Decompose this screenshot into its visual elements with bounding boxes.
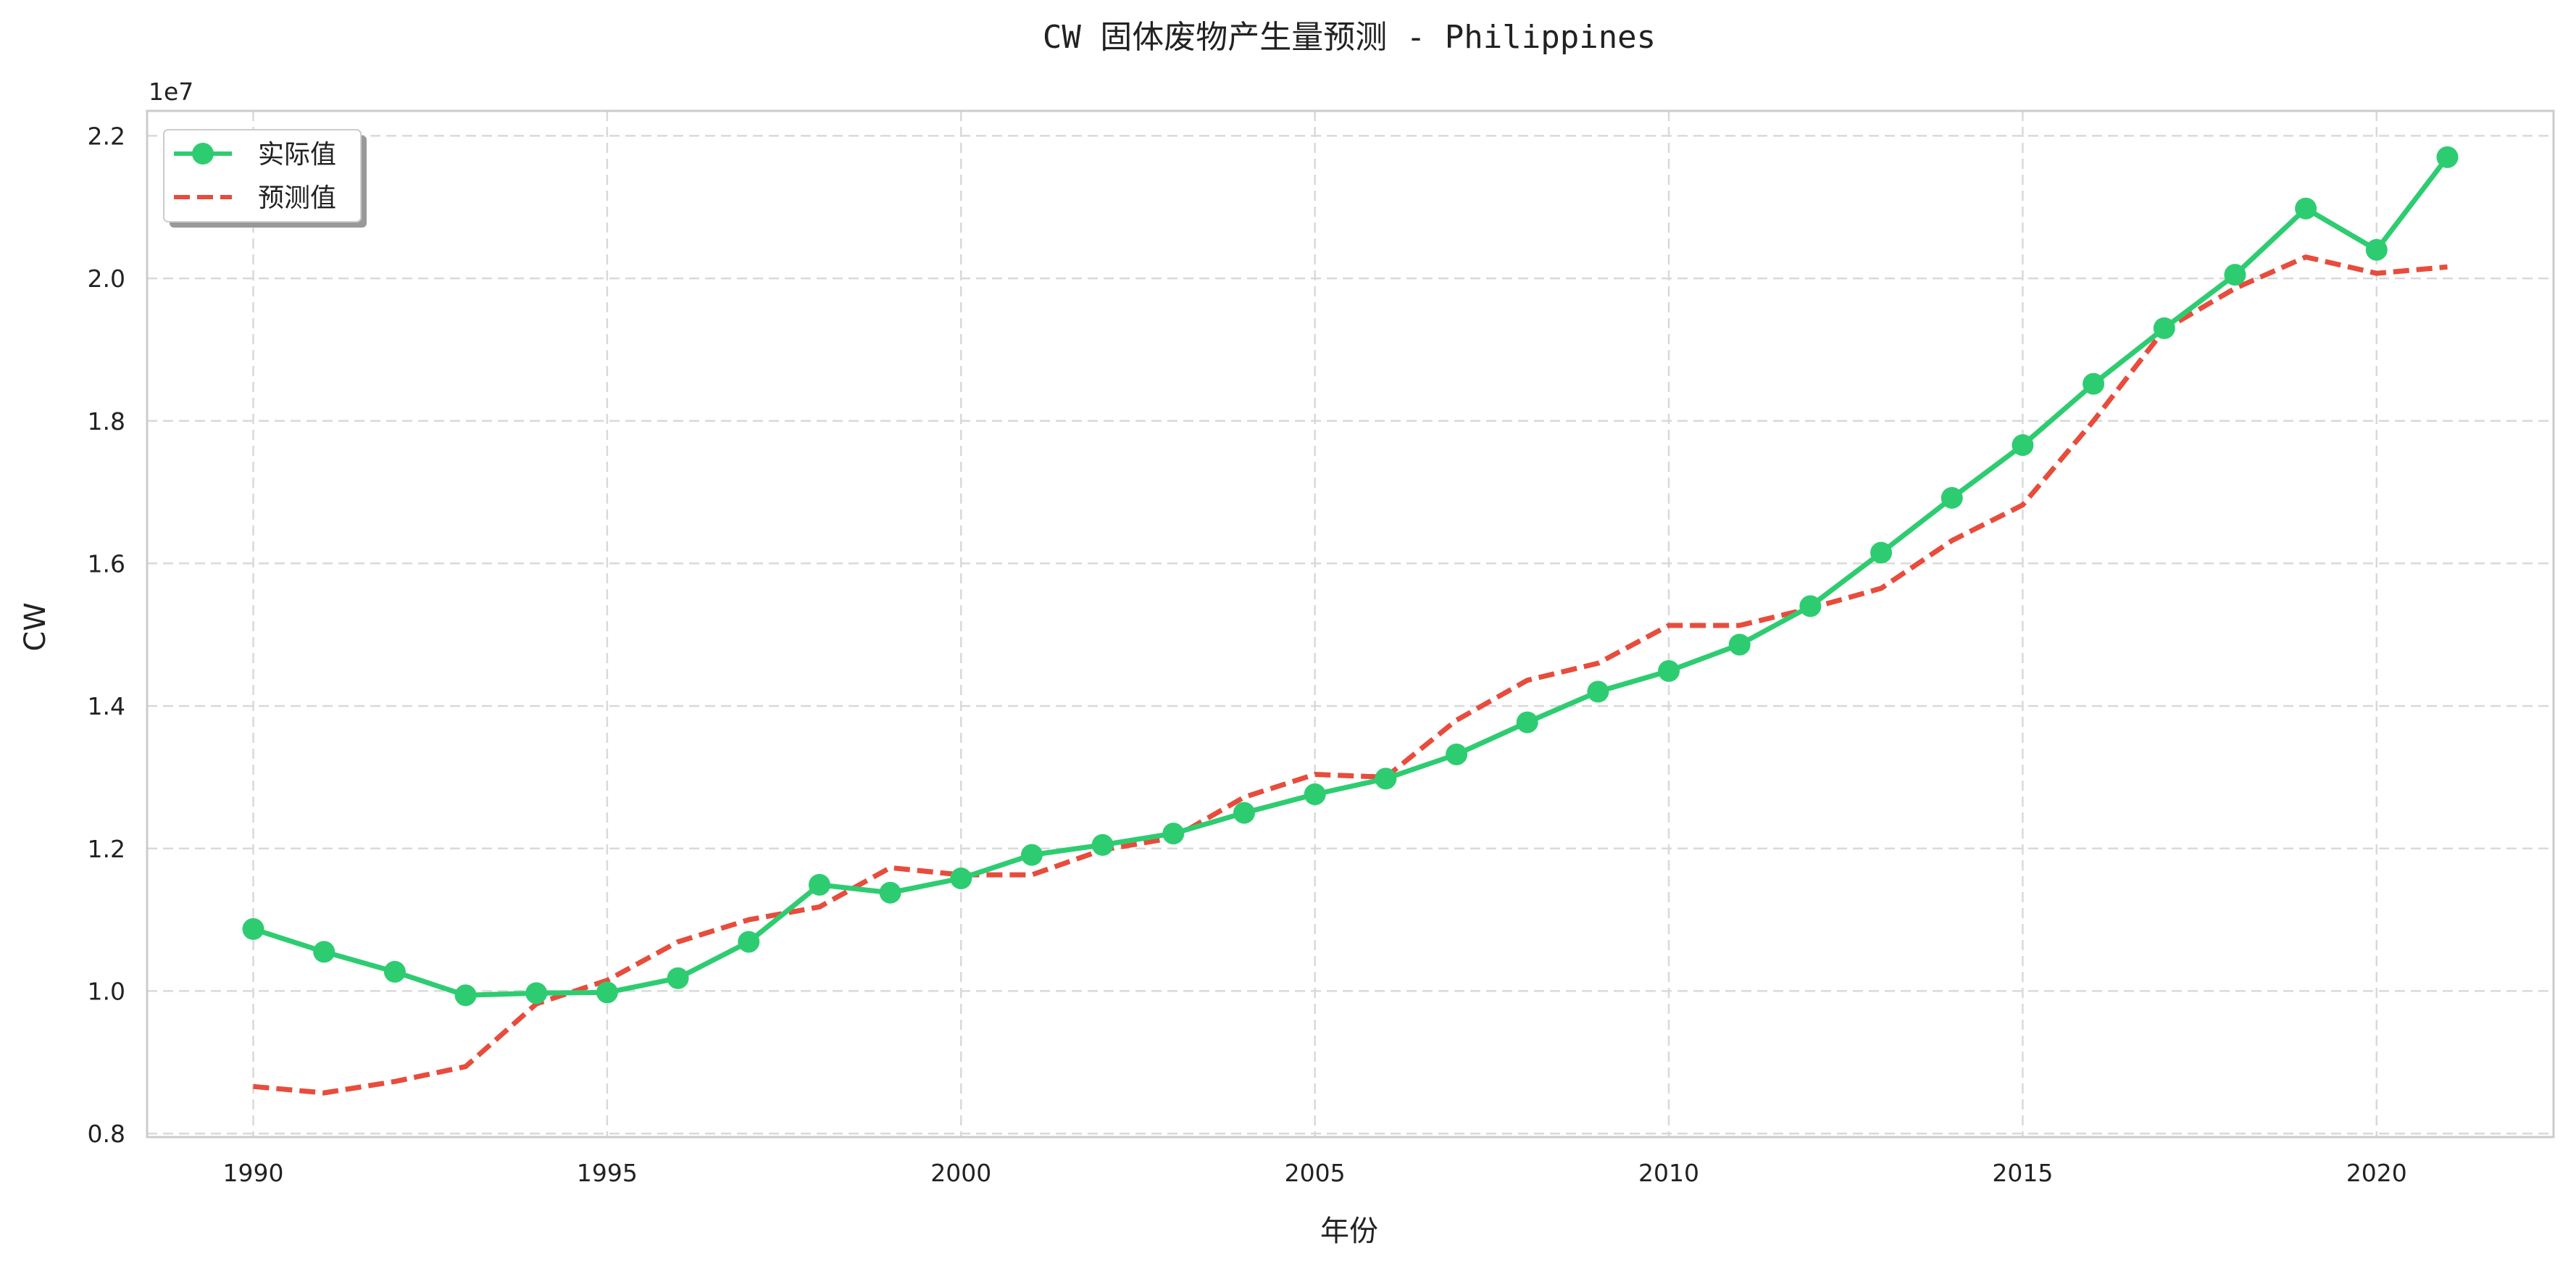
data-point-actual	[243, 918, 264, 940]
chart-title: CW 固体废物产生量预测 - Philippines	[1043, 19, 1656, 56]
x-tick-label: 1995	[577, 1159, 638, 1187]
y-tick-label: 2.0	[88, 265, 125, 293]
x-axis-label: 年份	[1320, 1215, 1378, 1248]
x-tick-label: 2010	[1638, 1159, 1699, 1187]
y-tick-label: 1.4	[88, 692, 125, 720]
y-tick-label: 1.6	[88, 549, 125, 578]
x-tick-label: 2005	[1285, 1159, 1346, 1187]
data-point-actual	[1162, 823, 1184, 844]
grid	[147, 111, 2554, 1137]
x-tick-label: 2020	[2346, 1159, 2407, 1187]
data-point-actual	[313, 941, 335, 962]
data-point-actual	[667, 968, 689, 989]
y-tick-label: 0.8	[88, 1120, 125, 1148]
data-point-actual	[738, 931, 759, 953]
y-tick-label: 1.0	[88, 977, 125, 1005]
data-point-actual	[2295, 198, 2317, 220]
data-point-actual	[384, 961, 406, 983]
data-point-actual	[1304, 783, 1326, 805]
series-layer	[243, 146, 2459, 1093]
data-point-actual	[2366, 239, 2388, 261]
y-tick-label: 2.2	[88, 122, 125, 150]
data-point-actual	[1446, 744, 1467, 765]
data-point-actual	[2436, 146, 2458, 168]
data-point-actual	[880, 882, 901, 904]
data-point-actual	[1799, 595, 1821, 617]
plot-area-frame	[147, 111, 2554, 1137]
data-point-actual	[1233, 802, 1255, 824]
data-point-actual	[2224, 264, 2246, 286]
data-point-actual	[1658, 660, 1680, 682]
x-tick-label: 2000	[930, 1159, 991, 1187]
data-point-actual	[2012, 434, 2033, 456]
data-point-actual	[1941, 487, 1963, 509]
legend: 实际值 预测值	[164, 130, 367, 228]
y-axis-label: CW	[19, 602, 52, 651]
legend-label-predicted: 预测值	[258, 183, 336, 213]
legend-label-actual: 实际值	[258, 140, 336, 170]
legend-marker-actual	[192, 143, 214, 165]
data-point-actual	[2083, 373, 2104, 395]
data-point-actual	[1587, 681, 1609, 702]
y-tick-label: 1.8	[88, 407, 125, 436]
data-point-actual	[809, 874, 830, 896]
x-tick-label: 2015	[1992, 1159, 2053, 1187]
data-point-actual	[596, 981, 618, 1003]
data-point-actual	[455, 984, 477, 1006]
data-point-actual	[950, 868, 972, 889]
y-axis-ticks: 0.8 1.0 1.2 1.4 1.6 1.8 2.0 2.2	[88, 122, 125, 1148]
data-point-actual	[1092, 834, 1114, 856]
series-line-actual	[254, 157, 2448, 995]
data-point-actual	[2154, 317, 2175, 339]
data-point-actual	[525, 982, 547, 1004]
data-point-actual	[1729, 634, 1751, 656]
data-point-actual	[1375, 767, 1396, 789]
data-point-actual	[1870, 542, 1892, 564]
x-axis-ticks: 1990 1995 2000 2005 2010 2015 2020	[223, 1159, 2407, 1187]
y-offset-label: 1e7	[149, 78, 193, 106]
data-point-actual	[1517, 712, 1538, 733]
y-tick-label: 1.2	[88, 835, 125, 863]
series-line-predicted	[254, 257, 2448, 1093]
data-point-actual	[1021, 844, 1043, 866]
x-tick-label: 1990	[223, 1159, 284, 1187]
